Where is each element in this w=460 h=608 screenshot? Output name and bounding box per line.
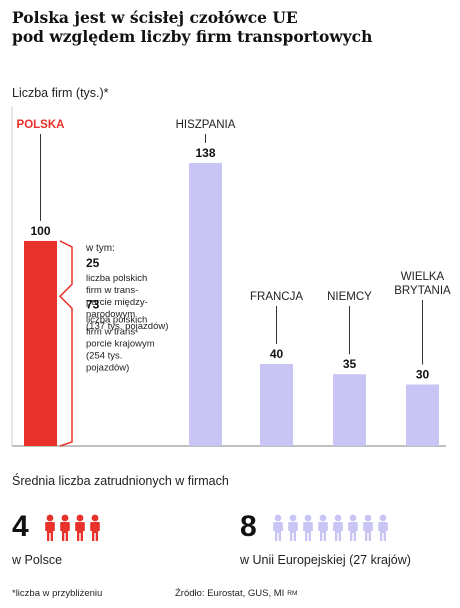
eu-person-icon — [317, 514, 329, 542]
data-label-0: 100 — [30, 224, 50, 238]
infographic-title: Polska jest w ścisłej czołówce UE pod wz… — [12, 8, 452, 46]
eu-person-icon — [287, 514, 299, 542]
data-label-1: 138 — [195, 146, 215, 160]
category-label-1-0: HISZPANIA — [176, 119, 236, 131]
category-label-4-0: WIELKA — [401, 271, 445, 283]
poland-employees-caption: w Polsce — [12, 553, 63, 567]
title-line-2: pod względem liczby firm transportowych — [12, 27, 373, 46]
breakdown-text-0-2: porcie między- — [86, 297, 148, 308]
poland-person-icon — [44, 514, 56, 542]
bar-francja — [260, 363, 293, 446]
breakdown-text-0-4: (137 tys. pojazdów) — [86, 321, 168, 332]
breakdown-text-1-0: liczba polskich — [86, 314, 147, 325]
breakdown-text-1-3: (254 tys. — [86, 350, 122, 361]
eu-person-icon — [302, 514, 314, 542]
poland-person-icon — [74, 514, 86, 542]
poland-person-icon — [59, 514, 71, 542]
category-label-2-0: FRANCJA — [250, 291, 303, 303]
poland-breakdown-bracket — [58, 240, 73, 447]
eu-person-icon — [362, 514, 374, 542]
category-label-4-1: BRYTANIA — [394, 285, 451, 297]
bar-chart: 100 POLSKA 138 HISZPANIA 40 FRANCJA 35 NIEMCY 30… — [11, 106, 451, 447]
breakdown-intro: w tym: — [85, 243, 115, 254]
employees-heading: Średnia liczba zatrudnionych w firmach — [12, 474, 229, 488]
breakdown-text-0-3: narodowym — [86, 309, 135, 320]
footnote: *liczba w przybliżeniu — [12, 588, 103, 599]
data-label-2: 40 — [270, 347, 284, 361]
data-label-3: 35 — [343, 357, 357, 371]
bar-niemcy — [333, 374, 366, 446]
rm-mark: RM — [287, 589, 298, 597]
bar-wielka-brytania — [406, 384, 439, 446]
breakdown-text-0-0: liczba polskich — [86, 273, 147, 284]
breakdown-text-1-2: porcie krajowym — [86, 338, 155, 349]
eu-person-icon — [347, 514, 359, 542]
poland-person-icon — [89, 514, 101, 542]
breakdown-value-1: 73 — [86, 297, 100, 311]
data-label-4: 30 — [416, 367, 430, 381]
eu-employees-value: 8 — [240, 510, 257, 543]
y-axis-label: Liczba firm (tys.)* — [12, 86, 109, 100]
poland-people-icons — [44, 514, 101, 542]
category-label-3-0: NIEMCY — [327, 291, 372, 303]
source-text: Źródło: Eurostat, GUS, MI — [175, 588, 285, 599]
category-label-0-0: POLSKA — [17, 119, 65, 131]
breakdown-text-1-1: firm w trans- — [86, 326, 138, 337]
eu-person-icon — [377, 514, 389, 542]
eu-person-icon — [272, 514, 284, 542]
breakdown-text-0-1: firm w trans- — [86, 285, 138, 296]
title-line-1: Polska jest w ścisłej czołówce UE — [12, 8, 298, 27]
eu-person-icon — [332, 514, 344, 542]
eu-people-icons — [272, 514, 389, 542]
breakdown-text-1-4: pojazdów) — [86, 362, 129, 373]
breakdown-value-0: 25 — [86, 256, 100, 270]
poland-employees-value: 4 — [12, 510, 29, 543]
bar-polska — [24, 240, 57, 446]
source-line: Źródło: Eurostat, GUS, MI RM — [175, 588, 297, 599]
bar-hiszpania — [189, 163, 222, 446]
eu-employees-caption: w Unii Europejskiej (27 krajów) — [240, 553, 411, 567]
